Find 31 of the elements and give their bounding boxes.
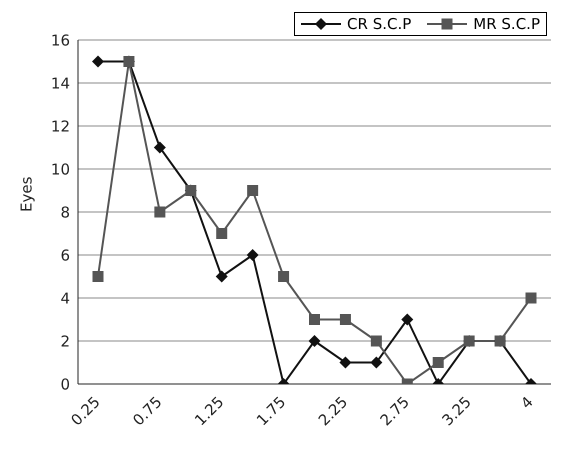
y-tick-label: 14 — [50, 74, 70, 92]
point — [247, 185, 258, 196]
y-tick-label: 10 — [50, 160, 70, 178]
point — [340, 314, 351, 325]
legend-label: MR S.C.P — [472, 15, 540, 33]
point — [370, 336, 382, 346]
point — [309, 314, 320, 325]
point — [154, 206, 166, 218]
y-tick-label: 8 — [60, 203, 70, 222]
y-axis-title: Eyes — [17, 176, 36, 212]
point — [92, 56, 104, 68]
point — [246, 249, 259, 261]
point — [216, 228, 228, 239]
point — [432, 357, 444, 368]
y-tick-label: 2 — [60, 332, 70, 350]
point — [370, 356, 382, 368]
point — [339, 356, 352, 368]
y-tick-label: 6 — [60, 246, 70, 264]
y-tick-label: 0 — [60, 375, 70, 394]
point — [92, 271, 104, 282]
x-tick-label: 4 — [517, 392, 537, 412]
y-tick-label: 16 — [50, 31, 70, 50]
point — [216, 270, 228, 282]
point — [154, 142, 166, 154]
point — [278, 271, 290, 282]
point — [308, 335, 320, 347]
legend-label: CR S.C.P — [346, 15, 412, 33]
y-tick-label: 4 — [60, 289, 70, 308]
y-tick-label: 12 — [50, 117, 70, 136]
point — [526, 292, 536, 304]
point — [401, 314, 414, 326]
